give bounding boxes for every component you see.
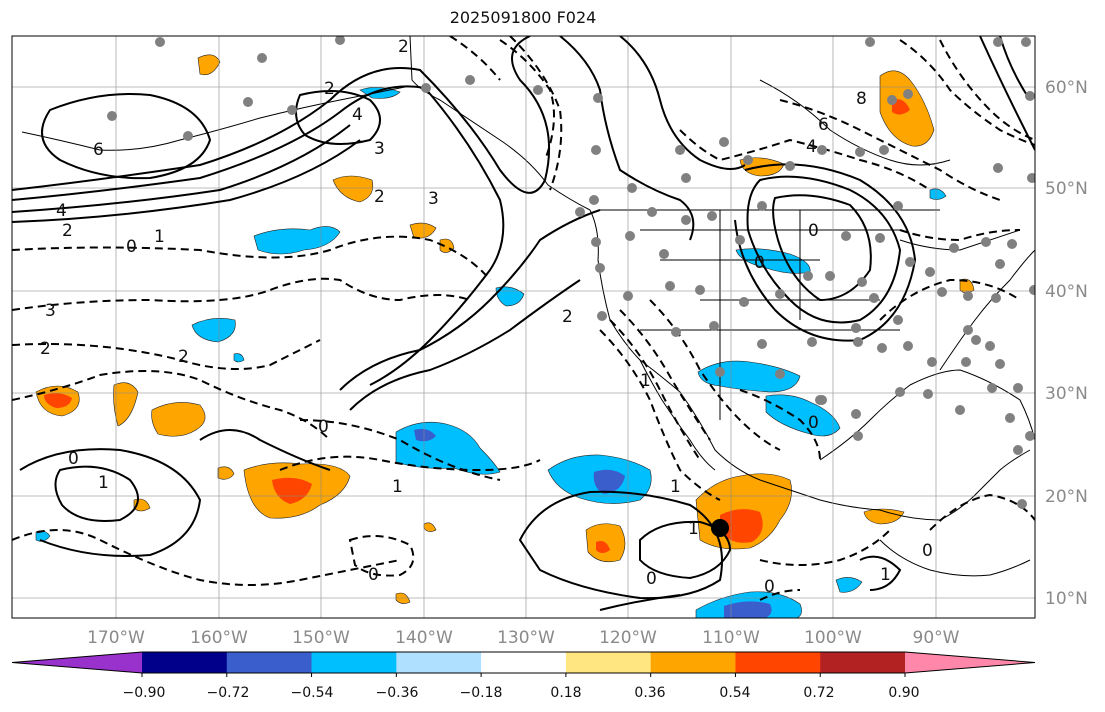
lat-label: 30°N	[1045, 384, 1088, 404]
colorbar-segment	[820, 652, 906, 673]
lon-label: 170°W	[87, 628, 145, 648]
colorbar-tick-label: 0.36	[634, 685, 665, 701]
lon-label: 160°W	[190, 628, 248, 648]
contour-label: 3	[45, 301, 56, 321]
map-background	[12, 36, 1035, 618]
lat-label: 40°N	[1045, 282, 1088, 302]
contour-label: 0	[808, 221, 819, 241]
contour-label: 3	[374, 139, 385, 159]
lat-label: 50°N	[1045, 179, 1088, 199]
contour-labels: 2 4 3 6 4 2 0 1 2 3 0 2 2 0 1 1 0 1 0 4 …	[40, 37, 933, 597]
graticule	[12, 36, 1035, 618]
colorbar-tick-label: −0.54	[291, 685, 334, 701]
contour-label: 8	[856, 89, 867, 109]
colorbar-segment	[565, 652, 652, 673]
contour-label: 6	[93, 140, 104, 160]
longitude-axis: 170°W 160°W 150°W 140°W 130°W 120°W 110°…	[87, 628, 960, 648]
contour-label: 1	[392, 477, 403, 497]
colorbar-tick-label: −0.72	[207, 685, 250, 701]
dashed-contours	[12, 36, 1035, 601]
contour-label: 6	[818, 115, 829, 135]
contour-label: 1	[880, 565, 891, 585]
solid-contours	[12, 36, 1035, 611]
contour-label: 4	[806, 137, 817, 157]
station-markers	[107, 36, 1035, 509]
contour-label: 1	[98, 473, 109, 493]
colorbar-tick-label: −0.18	[460, 685, 503, 701]
colorbar-segment	[735, 652, 821, 673]
lat-label: 10°N	[1045, 589, 1088, 609]
contour-label: 2	[40, 339, 51, 359]
contour-label: 4	[56, 201, 67, 221]
colorbar-tick-label: 0.54	[719, 685, 750, 701]
contour-label: 0	[126, 237, 137, 257]
contour-label: 0	[318, 417, 329, 437]
lon-label: 100°W	[804, 628, 862, 648]
contour-label: 1	[154, 227, 165, 247]
contour-label: 0	[808, 413, 819, 433]
contour-label: 0	[754, 253, 765, 273]
contour-label: 2	[562, 307, 573, 327]
map-frame	[11, 35, 1036, 619]
colorbar-segment	[226, 652, 313, 673]
contour-label: 3	[428, 189, 439, 209]
contour-label: 2	[324, 79, 335, 99]
contour-label: 0	[646, 569, 657, 589]
colorbar-tick-label: −0.90	[123, 685, 166, 701]
colorbar	[11, 651, 1036, 677]
colorbar-segment	[396, 652, 482, 673]
colorbar-tick-label: 0.72	[803, 685, 834, 701]
lon-label: 150°W	[292, 628, 350, 648]
colorbar-segment	[142, 652, 228, 673]
colorbar-segment	[650, 652, 736, 673]
contour-label: 1	[670, 477, 681, 497]
contour-label: 0	[922, 541, 933, 561]
coastlines	[21, 36, 1035, 577]
storm-center-marker	[711, 519, 729, 537]
lat-label: 20°N	[1045, 487, 1088, 507]
contour-label: 2	[374, 187, 385, 207]
colorbar-segment	[481, 652, 567, 673]
lon-label: 90°W	[913, 628, 960, 648]
lon-label: 110°W	[702, 628, 760, 648]
contour-label: 1	[688, 519, 699, 539]
colorbar-tick-label: 0.90	[888, 685, 919, 701]
contour-label: 0	[68, 449, 79, 469]
colorbar-segment	[311, 652, 397, 673]
contour-label: 4	[352, 105, 363, 125]
colorbar-tick-label: 0.18	[550, 685, 581, 701]
lon-label: 140°W	[395, 628, 453, 648]
colorbar-segment	[12, 652, 142, 673]
colorbar-tick-label: −0.36	[376, 685, 419, 701]
colorbar-segment	[905, 652, 1035, 673]
lon-label: 120°W	[599, 628, 657, 648]
latitude-axis: 60°N 50°N 40°N 30°N 20°N 10°N	[1045, 78, 1088, 609]
lat-label: 60°N	[1045, 78, 1088, 98]
contour-label: 2	[398, 37, 409, 57]
contour-label: 0	[368, 565, 379, 585]
contour-label: 1	[640, 371, 651, 391]
contour-label: 2	[178, 347, 189, 367]
map-title: 2025091800 F024	[449, 8, 597, 27]
lon-label: 130°W	[497, 628, 555, 648]
contour-label: 2	[62, 221, 73, 241]
colorbar-ticks: −0.90 −0.72 −0.54 −0.36 −0.18 0.18 0.36 …	[123, 685, 920, 701]
contour-label: 0	[764, 577, 775, 597]
